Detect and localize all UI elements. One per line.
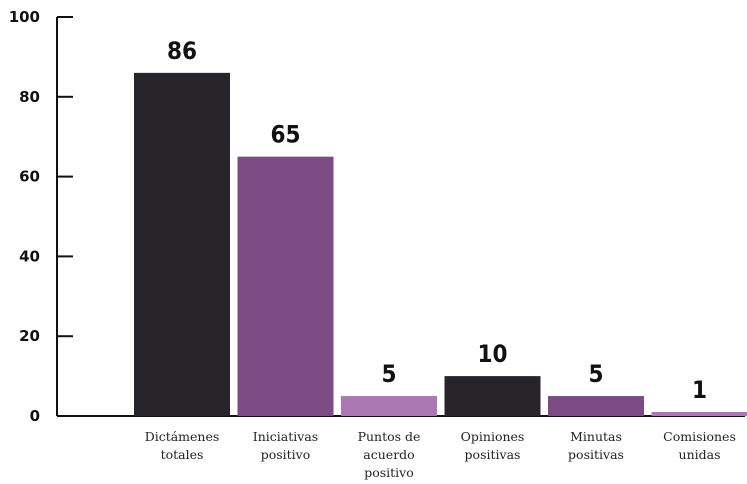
bar (134, 72, 230, 417)
category-label: Puntos de acuerdo positivo (358, 429, 421, 480)
data-label: 5 (381, 360, 396, 388)
category-label-line: Opiniones (461, 429, 525, 444)
data-label: 1 (692, 376, 707, 404)
data-label: 86 (167, 37, 197, 65)
category-label: Iniciativas positivo (253, 429, 318, 462)
y-tick-label: 0 (30, 407, 40, 425)
data-label: 10 (477, 340, 507, 368)
bar (548, 396, 644, 416)
category-label-line: totales (161, 447, 204, 462)
category-label-line: unidas (679, 447, 721, 462)
y-tick-label: 20 (19, 327, 40, 345)
y-tick-label: 40 (19, 247, 40, 265)
y-tick-label: 100 (9, 8, 40, 26)
category-label-line: Dictámenes (145, 429, 220, 444)
chart-bars (134, 72, 747, 417)
category-label-line: Comisiones (663, 429, 736, 444)
category-label-line: positivas (465, 447, 521, 462)
y-tick-label: 60 (19, 168, 40, 186)
bar (651, 412, 747, 416)
category-label-line: acuerdo (363, 447, 414, 462)
bar (237, 156, 334, 416)
chart-axes: 0 20 40 60 80 100 (9, 8, 745, 425)
category-label-line: positivo (364, 465, 414, 480)
category-label-line: Iniciativas (253, 429, 318, 444)
category-label-line: positivas (568, 447, 624, 462)
category-label: Dictámenes totales (145, 429, 220, 462)
data-label: 5 (588, 360, 603, 388)
category-label-line: positivo (261, 447, 311, 462)
category-label-line: Puntos de (358, 429, 421, 444)
y-tick-label: 80 (19, 88, 40, 106)
category-label: Minutas positivas (568, 429, 624, 462)
chart-labels: 86 Dictámenes totales 65 Iniciativas positivo… (145, 37, 736, 480)
category-label-line: Minutas (570, 429, 622, 444)
bar (444, 376, 541, 416)
bar (341, 396, 437, 416)
category-label: Comisiones unidas (663, 429, 736, 462)
category-label: Opiniones positivas (461, 429, 525, 462)
data-label: 65 (270, 121, 300, 149)
